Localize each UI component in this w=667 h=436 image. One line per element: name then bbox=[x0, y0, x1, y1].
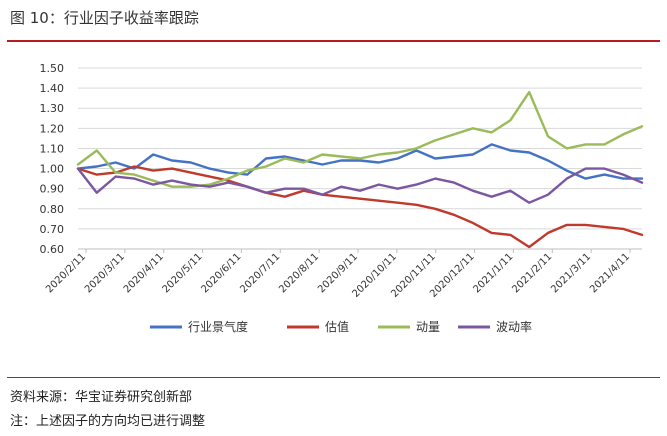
x-tick-label: 2020/5/11 bbox=[161, 251, 205, 295]
series-line-1 bbox=[76, 143, 644, 180]
y-axis-ticks: 1.50 1.40 1.30 1.20 1.10 1.00 0.90 0.80 0.70 0.60 bbox=[40, 62, 65, 256]
series-line-4 bbox=[76, 167, 644, 204]
legend-label: 波动率 bbox=[496, 319, 532, 334]
legend-label: 行业景气度 bbox=[188, 319, 248, 334]
x-tick-label: 2020/2/11 bbox=[44, 251, 88, 295]
line-chart: 1.50 1.40 1.30 1.20 1.10 1.00 0.90 0.80 0.70 0.60… bbox=[40, 62, 644, 334]
x-tick-label: 2021/4/11 bbox=[588, 251, 632, 295]
y-tick-label: 1.10 bbox=[40, 142, 65, 155]
y-tick-label: 0.90 bbox=[40, 183, 65, 196]
x-tick-label: 2020/8/11 bbox=[277, 251, 321, 295]
y-tick-label: 1.50 bbox=[40, 62, 65, 75]
y-tick-label: 1.40 bbox=[40, 82, 65, 95]
x-tick-label: 2020/4/11 bbox=[122, 251, 166, 295]
legend: 行业景气度 估值 动量 波动率 bbox=[150, 319, 532, 334]
x-axis-ticks: 2020/2/112020/3/112020/4/112020/5/112020… bbox=[44, 249, 632, 300]
series-lines bbox=[76, 90, 644, 249]
y-tick-label: 0.80 bbox=[40, 203, 65, 216]
source-rule bbox=[7, 377, 660, 378]
x-tick-label: 2020/6/11 bbox=[200, 251, 244, 295]
x-tick-label: 2020/7/11 bbox=[238, 251, 282, 295]
y-tick-label: 1.00 bbox=[40, 163, 65, 176]
title-rule bbox=[7, 40, 660, 42]
source-note: 资料来源：华宝证券研究创新部 bbox=[10, 390, 193, 405]
y-tick-label: 1.20 bbox=[40, 122, 65, 135]
legend-label: 动量 bbox=[416, 320, 440, 334]
x-tick-label: 2020/3/11 bbox=[83, 251, 127, 295]
x-tick-label: 2021/1/11 bbox=[472, 251, 516, 295]
series-line-3 bbox=[76, 90, 644, 188]
y-tick-label: 0.60 bbox=[40, 243, 65, 256]
y-tick-label: 0.70 bbox=[40, 223, 65, 236]
legend-label: 估值 bbox=[325, 319, 349, 334]
series-line-2 bbox=[76, 165, 644, 249]
figure-title: 图 10：行业因子收益率跟踪 bbox=[10, 9, 199, 27]
x-tick-label: 2021/3/11 bbox=[549, 251, 593, 295]
x-tick-label: 2021/2/11 bbox=[510, 251, 554, 295]
footnote: 注：上述因子的方向均已进行调整 bbox=[10, 414, 206, 429]
y-tick-label: 1.30 bbox=[40, 102, 65, 115]
